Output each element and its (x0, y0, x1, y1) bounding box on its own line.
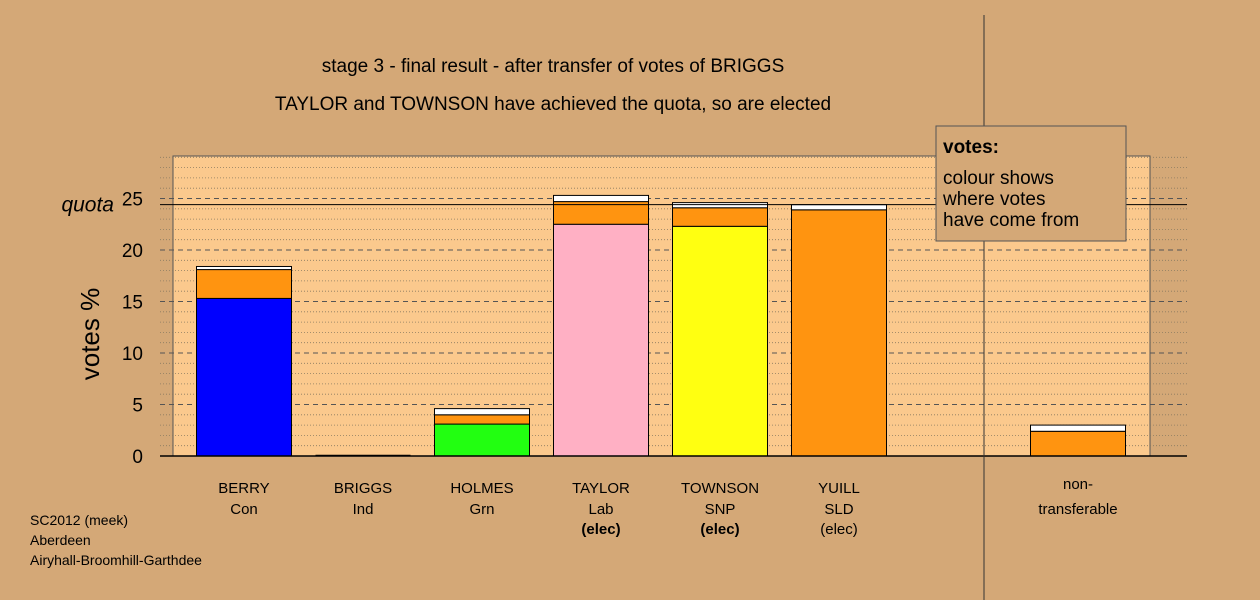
x-labels: BERRY Con BRIGGS Ind HOLMES Grn TAYLOR Lab (elec… (218, 476, 1117, 538)
legend-line-1: colour shows (943, 168, 1054, 189)
x-label-party-holmes: Grn (469, 501, 494, 518)
bar-holmes-segment-2 (434, 408, 530, 416)
legend-box (935, 125, 1127, 242)
bar-holmes-segment-1 (434, 414, 530, 425)
x-label-party-taylor: Lab (588, 501, 613, 518)
y-axis-label: votes % (75, 288, 105, 381)
x-label-nontransferable-2: transferable (1038, 501, 1117, 518)
y-tick-label: 0 (132, 447, 143, 468)
x-label-party-berry: Con (230, 501, 258, 518)
chart-subtitle: TAYLOR and TOWNSON have achieved the quo… (275, 94, 831, 115)
bar-taylor-segment-0 (553, 223, 649, 457)
bar-nontransferable-segment-0 (1030, 430, 1126, 457)
x-label-name-briggs: BRIGGS (334, 480, 392, 497)
x-label-status-townson: (elec) (700, 521, 739, 538)
footer-line-1: SC2012 (meek) (30, 512, 128, 528)
legend-line-3: have come from (943, 210, 1079, 231)
x-label-name-taylor: TAYLOR (572, 480, 630, 497)
x-label-status-yuill: (elec) (820, 521, 858, 538)
x-label-name-townson: TOWNSON (681, 480, 759, 497)
y-ticks: 0 5 10 15 20 25 (122, 190, 143, 469)
y-tick-label: 25 (122, 190, 143, 211)
x-label-party-yuill: SLD (824, 501, 853, 518)
bar-townson-segment-2 (672, 202, 768, 209)
bar-berry-segment-1 (196, 269, 292, 299)
footer-line-3: Airyhall-Broomhill-Garthdee (30, 552, 202, 568)
x-label-name-yuill: YUILL (818, 480, 860, 497)
x-label-name-berry: BERRY (218, 480, 269, 497)
bar-townson-segment-1 (672, 207, 768, 227)
y-tick-label: 20 (122, 241, 143, 262)
x-label-party-townson: SNP (705, 501, 736, 518)
y-tick-label: 15 (122, 293, 143, 314)
x-label-name-holmes: HOLMES (450, 480, 513, 497)
bar-yuill-segment-1 (791, 204, 887, 211)
chart-title: stage 3 - final result - after transfer … (322, 56, 785, 77)
x-label-status-taylor: (elec) (581, 521, 620, 538)
x-label-nontransferable-1: non- (1063, 476, 1093, 493)
legend-title: votes: (943, 137, 999, 158)
legend-line-2: where votes (942, 189, 1045, 210)
legend: votes: colour shows where votes have com… (935, 125, 1127, 242)
bar-holmes-segment-0 (434, 423, 530, 457)
quota-label: quota (61, 194, 114, 217)
y-tick-label: 10 (122, 344, 143, 365)
y-tick-label: 5 (132, 396, 143, 417)
x-label-party-briggs: Ind (353, 501, 374, 518)
bar-berry-segment-2 (196, 265, 292, 271)
footer-line-2: Aberdeen (30, 532, 91, 548)
bar-yuill-segment-0 (791, 209, 887, 457)
bar-taylor-segment-2 (553, 194, 649, 203)
bar-berry-segment-0 (196, 297, 292, 457)
bar-townson-segment-0 (672, 225, 768, 457)
bar-nontransferable-segment-1 (1030, 424, 1126, 432)
